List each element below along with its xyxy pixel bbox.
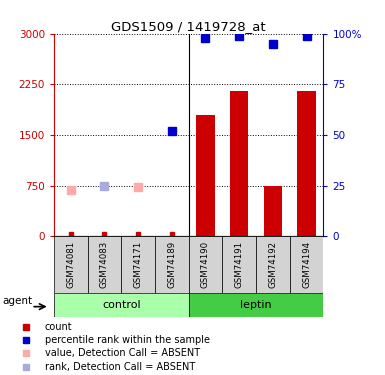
Bar [121,236,155,292]
Text: control: control [102,300,141,310]
Bar [256,236,290,292]
Text: GSM74083: GSM74083 [100,241,109,288]
Bar [223,236,256,292]
Text: GSM74192: GSM74192 [268,241,277,288]
Text: GSM74189: GSM74189 [167,241,176,288]
Bar [54,236,88,292]
Text: GSM74194: GSM74194 [302,241,311,288]
Bar [54,292,189,317]
Bar [189,236,223,292]
Bar [290,236,323,292]
Text: GSM74191: GSM74191 [235,241,244,288]
Bar [155,236,189,292]
Bar [189,292,323,317]
Text: GSM74190: GSM74190 [201,241,210,288]
Text: leptin: leptin [240,300,272,310]
Text: percentile rank within the sample: percentile rank within the sample [45,335,210,345]
Bar [230,91,248,236]
Text: GSM74171: GSM74171 [134,241,142,288]
Bar [88,236,121,292]
Text: agent: agent [3,296,33,306]
Text: GSM74081: GSM74081 [66,241,75,288]
Bar [196,115,215,236]
Bar [297,91,316,236]
Text: value, Detection Call = ABSENT: value, Detection Call = ABSENT [45,348,200,358]
Text: rank, Detection Call = ABSENT: rank, Detection Call = ABSENT [45,362,195,372]
Bar [264,186,282,236]
Title: GDS1509 / 1419728_at: GDS1509 / 1419728_at [111,20,266,33]
Text: count: count [45,322,72,332]
